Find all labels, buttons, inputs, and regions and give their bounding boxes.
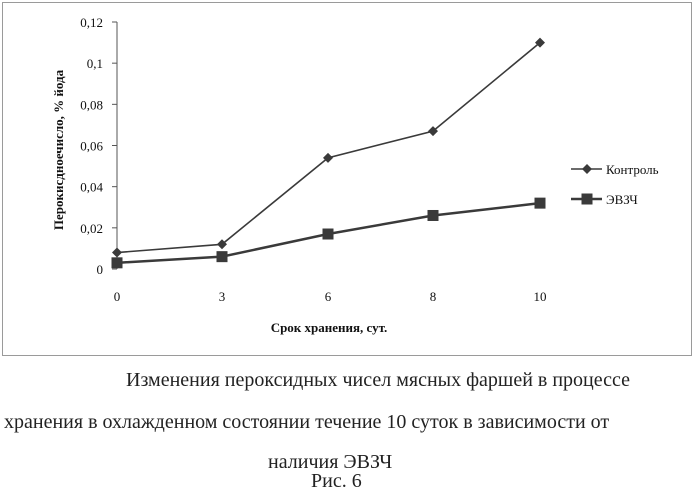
y-tick-label: 0 [97,262,104,277]
x-tick-label: 6 [325,289,332,304]
caption-line-2: хранения в охлажденном состоянии течение… [4,411,609,434]
caption-line-1: Изменения пероксидных чисел мясных фарше… [126,369,630,392]
y-tick-label: 0,02 [80,221,103,236]
x-axis-title: Срок хранения, сут. [271,320,388,335]
data-point-square [323,229,334,240]
y-tick-label: 0,04 [80,180,103,195]
y-tick-label: 0,08 [80,97,103,112]
y-tick-label: 0,1 [87,56,103,71]
legend-marker-square [582,194,593,205]
x-tick-label: 0 [114,289,121,304]
legend-label: Контроль [606,162,659,177]
data-point-square [112,257,123,268]
series-line-1 [117,43,540,253]
y-tick-label: 0,12 [80,15,103,30]
line-chart: 0 0,02 0,04 0,06 0,08 0,1 0,12 0 3 6 8 10 Срок хране… [0,0,699,360]
data-point-diamond [112,248,122,258]
data-point-square [535,198,546,209]
legend-marker-diamond [582,164,592,174]
y-tick-label: 0,06 [80,139,103,154]
data-point-square [217,251,228,262]
x-tick-label: 3 [219,289,226,304]
x-tick-label: 8 [430,289,437,304]
y-axis-title: Перокисдноечисло, % йода [51,69,66,230]
data-point-square [428,210,439,221]
figure-label: Рис. 6 [311,470,362,493]
legend-label: ЭВЗЧ [606,192,638,207]
x-tick-label: 10 [534,289,547,304]
